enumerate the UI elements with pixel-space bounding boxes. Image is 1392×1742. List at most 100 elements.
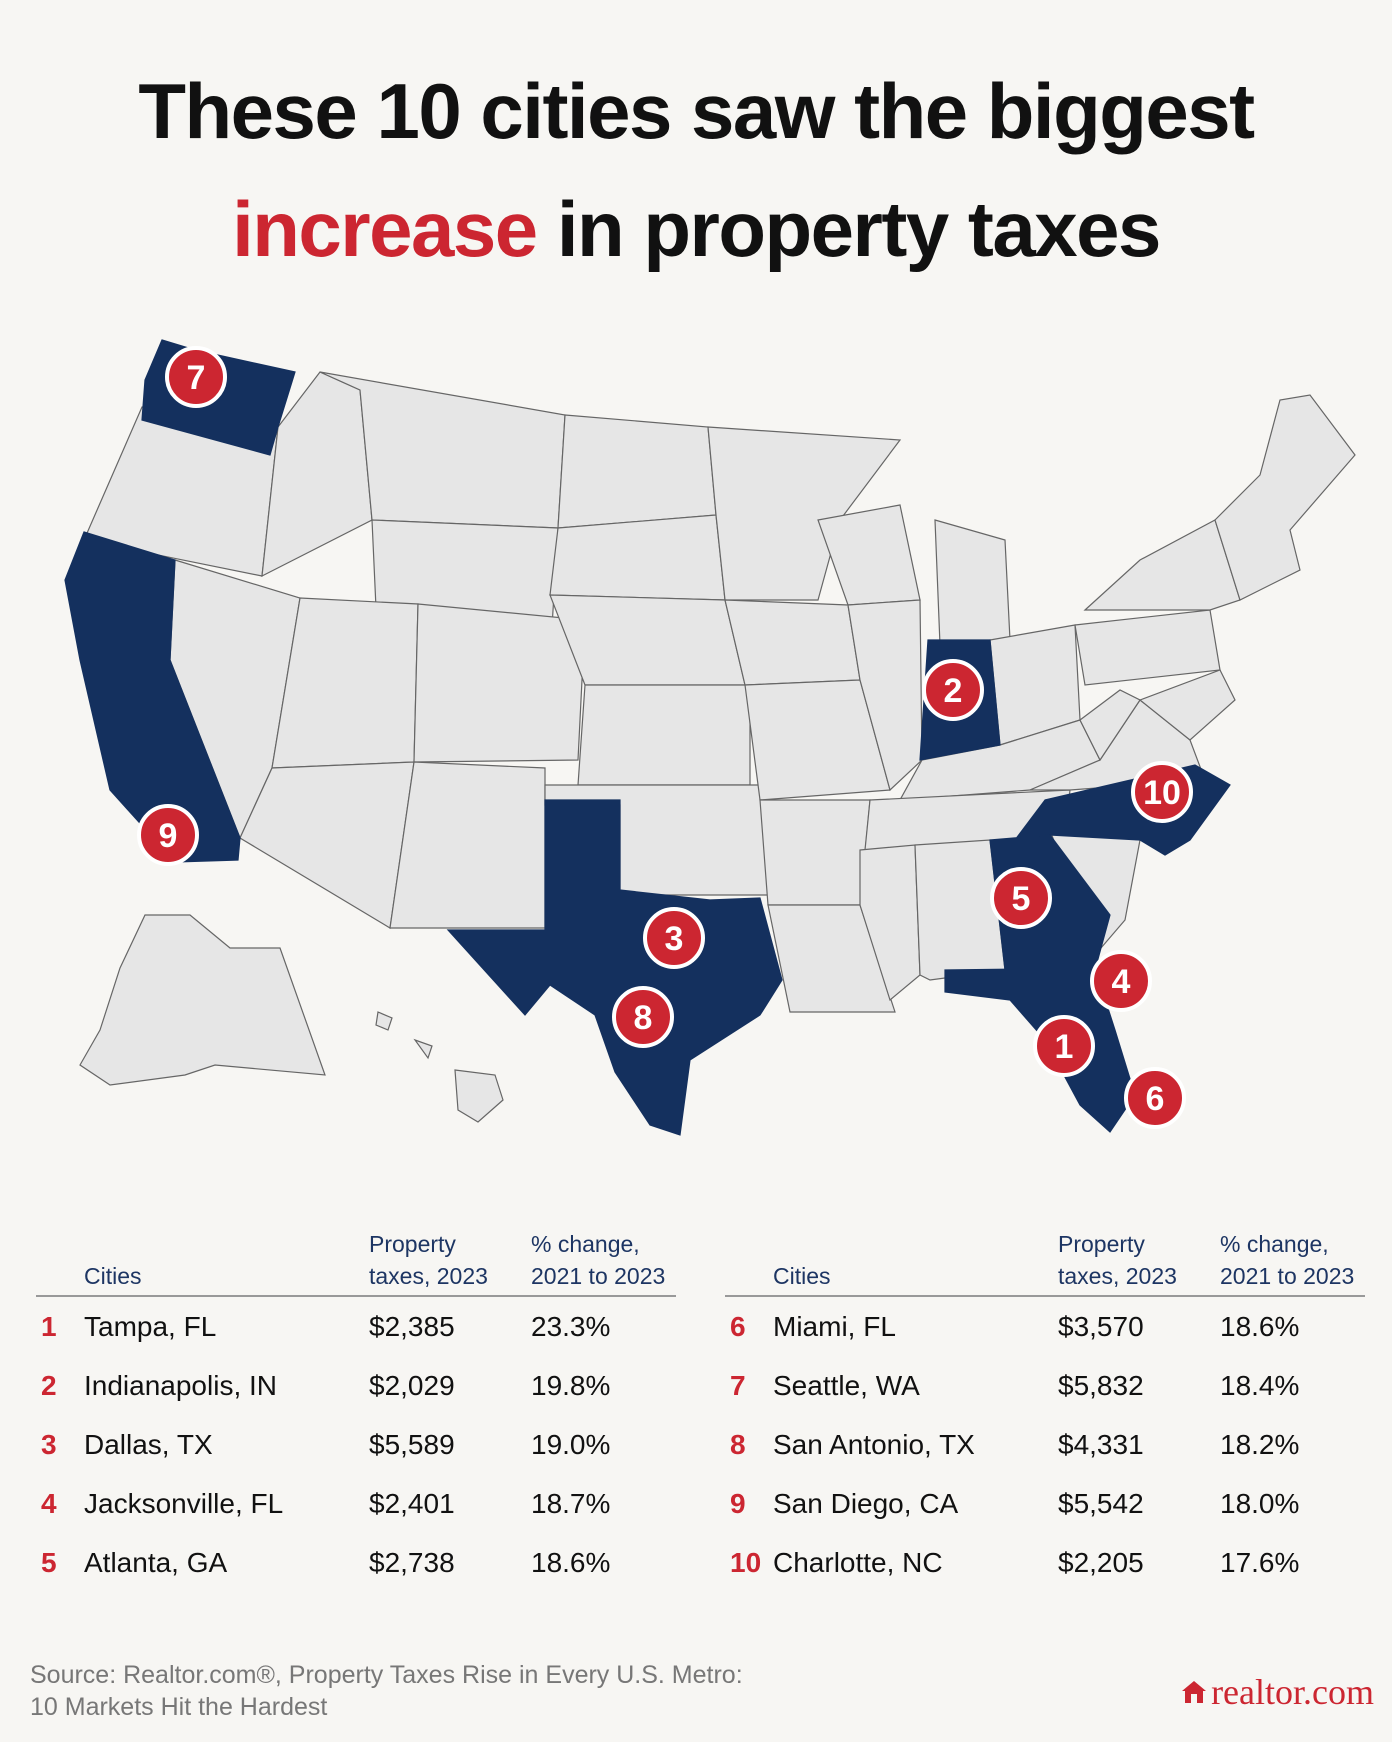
table-row: 2 Indianapolis, IN $2,029 19.8% bbox=[36, 1356, 676, 1415]
table-row: 5 Atlanta, GA $2,738 18.6% bbox=[36, 1533, 676, 1592]
header-cities: Cities bbox=[84, 1263, 142, 1289]
row-tax: $2,205 bbox=[1058, 1547, 1144, 1578]
marker-label-9: 9 bbox=[159, 817, 178, 855]
marker-2: 2 bbox=[922, 659, 984, 721]
row-tax: $4,331 bbox=[1058, 1429, 1144, 1460]
table-row: 1 Tampa, FL $2,385 23.3% bbox=[36, 1297, 676, 1356]
marker-3: 3 bbox=[643, 907, 705, 969]
marker-label-10: 10 bbox=[1143, 774, 1181, 812]
state-iowa bbox=[724, 599, 861, 686]
row-rank: 5 bbox=[41, 1547, 57, 1578]
row-pct: 23.3% bbox=[531, 1311, 611, 1342]
header-pct-line-2: 2021 to 2023 bbox=[1220, 1263, 1355, 1289]
source-line-2: 10 Markets Hit the Hardest bbox=[30, 1693, 328, 1721]
state-wisconsin bbox=[817, 504, 921, 606]
realtor-logo: realtor.com bbox=[1181, 1671, 1374, 1713]
source-line-1: Source: Realtor.com®, Property Taxes Ris… bbox=[30, 1661, 743, 1689]
row-pct: 18.7% bbox=[531, 1488, 611, 1519]
state-hawaii bbox=[375, 1011, 504, 1123]
table-header: Cities Property taxes, 2023 % change, 2021… bbox=[725, 1230, 1365, 1297]
source-note: Source: Realtor.com®, Property Taxes Ris… bbox=[30, 1659, 743, 1723]
header-tax-line-1: Property bbox=[369, 1231, 456, 1257]
header-tax-line-2: taxes, 2023 bbox=[369, 1263, 488, 1289]
table-row: 4 Jacksonville, FL $2,401 18.7% bbox=[36, 1474, 676, 1533]
row-city: Tampa, FL bbox=[84, 1311, 217, 1342]
marker-10: 10 bbox=[1131, 761, 1193, 823]
row-city: Seattle, WA bbox=[773, 1370, 920, 1401]
state-louisiana bbox=[767, 904, 896, 1013]
marker-4: 4 bbox=[1090, 950, 1152, 1012]
marker-label-2: 2 bbox=[944, 672, 963, 710]
house-icon bbox=[1182, 1681, 1207, 1703]
marker-1: 1 bbox=[1033, 1015, 1095, 1077]
state-michigan bbox=[934, 519, 1011, 646]
row-rank: 6 bbox=[730, 1311, 746, 1342]
state-new-mexico bbox=[389, 761, 546, 929]
row-city: San Antonio, TX bbox=[773, 1429, 975, 1460]
state-arkansas bbox=[759, 799, 871, 906]
state-mississippi bbox=[859, 844, 921, 1002]
row-pct: 18.0% bbox=[1220, 1488, 1300, 1519]
marker-label-7: 7 bbox=[187, 359, 206, 397]
state-maryland bbox=[1138, 669, 1236, 741]
state-arizona bbox=[239, 761, 415, 929]
title-line-1: These 10 cities saw the biggest bbox=[138, 67, 1255, 155]
row-tax: $3,570 bbox=[1058, 1311, 1144, 1342]
header-pct-line-1: % change, bbox=[1220, 1231, 1329, 1257]
state-new-england bbox=[1214, 394, 1356, 601]
row-city: Jacksonville, FL bbox=[84, 1488, 284, 1519]
title-line-2-rest: in property taxes bbox=[536, 185, 1162, 273]
row-rank: 2 bbox=[41, 1370, 57, 1401]
row-city: Indianapolis, IN bbox=[84, 1370, 278, 1401]
state-south-dakota bbox=[549, 514, 726, 601]
marker-label-4: 4 bbox=[1112, 963, 1131, 1001]
marker-7: 7 bbox=[165, 346, 227, 408]
row-tax: $5,589 bbox=[369, 1429, 455, 1460]
row-tax: $2,029 bbox=[369, 1370, 455, 1401]
marker-label-8: 8 bbox=[634, 999, 653, 1037]
us-map: 7 2 10 9 5 3 4 8 1 6 bbox=[64, 339, 1356, 1136]
row-city: Dallas, TX bbox=[84, 1429, 213, 1460]
header-percent-change: % change, 2021 to 2023 bbox=[1220, 1228, 1354, 1292]
row-pct: 19.0% bbox=[531, 1429, 611, 1460]
state-alabama bbox=[914, 839, 1006, 981]
row-rank: 1 bbox=[41, 1311, 57, 1342]
table-row: 3 Dallas, TX $5,589 19.0% bbox=[36, 1415, 676, 1474]
state-colorado bbox=[413, 603, 586, 763]
header-pct-line-1: % change, bbox=[531, 1231, 640, 1257]
ranking-table-right: Cities Property taxes, 2023 % change, 2021… bbox=[725, 1230, 1365, 1592]
row-tax: $2,738 bbox=[369, 1547, 455, 1578]
row-tax: $2,401 bbox=[369, 1488, 455, 1519]
row-rank: 10 bbox=[730, 1547, 762, 1578]
row-tax: $5,832 bbox=[1058, 1370, 1144, 1401]
table-row: 6 Miami, FL $3,570 18.6% bbox=[725, 1297, 1365, 1356]
row-tax: $5,542 bbox=[1058, 1488, 1144, 1519]
row-pct: 19.8% bbox=[531, 1370, 611, 1401]
state-minnesota bbox=[707, 426, 902, 601]
state-new-york bbox=[1083, 519, 1241, 611]
state-north-dakota bbox=[557, 414, 717, 529]
row-pct: 17.6% bbox=[1220, 1547, 1300, 1578]
row-city: Miami, FL bbox=[773, 1311, 896, 1342]
state-california bbox=[64, 531, 241, 863]
row-pct: 18.4% bbox=[1220, 1370, 1300, 1401]
state-pennsylvania bbox=[1074, 609, 1221, 686]
marker-label-6: 6 bbox=[1146, 1080, 1165, 1118]
row-pct: 18.6% bbox=[1220, 1311, 1300, 1342]
table-row: 9 San Diego, CA $5,542 18.0% bbox=[725, 1474, 1365, 1533]
marker-9: 9 bbox=[137, 804, 199, 866]
row-rank: 7 bbox=[730, 1370, 746, 1401]
header-property-taxes: Property taxes, 2023 bbox=[1058, 1228, 1177, 1292]
row-city: Atlanta, GA bbox=[84, 1547, 228, 1578]
row-city: Charlotte, NC bbox=[773, 1547, 943, 1578]
row-tax: $2,385 bbox=[369, 1311, 455, 1342]
ranking-table-left: Cities Property taxes, 2023 % change, 2021… bbox=[36, 1230, 676, 1592]
row-pct: 18.2% bbox=[1220, 1429, 1300, 1460]
logo-text: realtor.com bbox=[1211, 1672, 1374, 1712]
header-pct-line-2: 2021 to 2023 bbox=[531, 1263, 666, 1289]
row-rank: 3 bbox=[41, 1429, 57, 1460]
row-rank: 4 bbox=[41, 1488, 57, 1519]
state-kansas bbox=[577, 684, 751, 786]
state-alaska bbox=[79, 914, 326, 1086]
state-illinois bbox=[847, 599, 923, 792]
